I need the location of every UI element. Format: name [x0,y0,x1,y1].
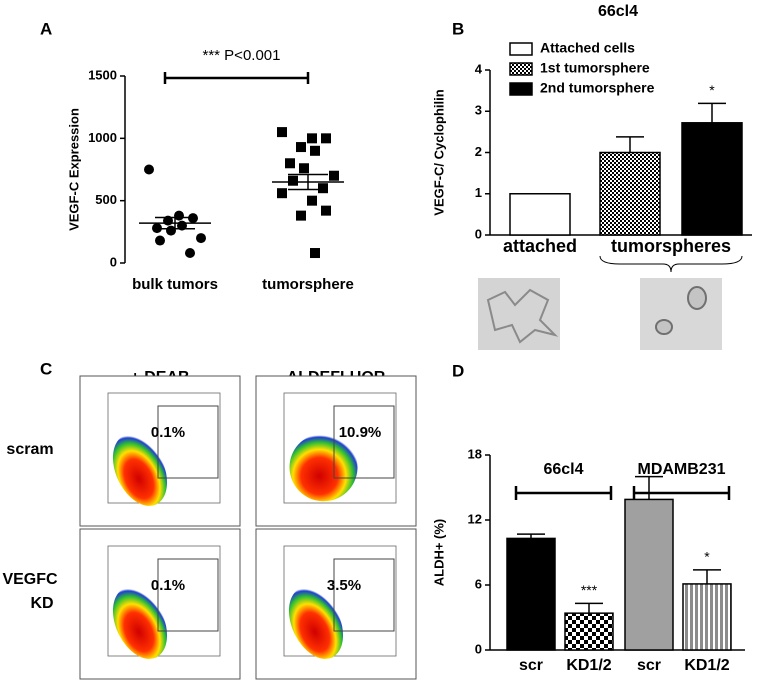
brace [599,255,743,273]
x-group-label: tumorspheres [611,236,731,256]
data-point [321,205,331,216]
legend-swatch [509,82,533,96]
gate [157,405,219,479]
y-tick-label: 0 [475,641,482,656]
plot-frame [255,528,417,680]
annotation: *** P<0.001 [203,47,281,64]
data-point [277,188,287,199]
data-point [296,210,306,221]
y-tick-label: 4 [475,61,483,76]
bar [681,122,743,236]
y-axis-label: VEGF-C/ Cyclophilin [431,89,446,215]
y-tick-label: 1000 [88,130,117,145]
panel-label: C [40,359,52,378]
plot-axes [283,545,397,657]
y-tick-label: 500 [95,192,117,207]
row-label: scram [6,441,53,458]
x-tick-label: KD1/2 [566,657,611,674]
y-axis-label: ALDH+ (%) [431,519,446,587]
bar [506,537,556,651]
data-point [144,164,154,175]
plot-frame [79,528,241,680]
y-tick-label: 12 [468,511,482,526]
gate-percent: 3.5% [327,577,361,594]
y-tick-label: 1 [475,185,482,200]
data-point [288,175,298,186]
legend-swatch [509,62,533,76]
group-label: MDAMB231 [637,461,725,478]
data-point [310,248,320,259]
data-point [277,127,287,138]
row-label: KD [30,595,53,612]
cell-photo [478,278,560,350]
panel-label: A [40,19,52,38]
legend-swatch [509,42,533,56]
bar [624,498,674,651]
data-point [307,195,317,206]
gate [333,558,395,632]
flow-density [288,587,344,659]
flow-density [112,587,168,659]
data-point [155,235,165,246]
bar [599,151,661,236]
x-tick-label: tumorsphere [262,276,354,293]
y-tick-label: 0 [475,226,482,241]
gate [333,405,395,479]
data-point [285,158,295,169]
legend-label: 1st tumorsphere [540,60,650,76]
y-tick-label: 2 [475,144,482,159]
flow-density [289,433,358,502]
flow-density [112,434,168,506]
data-point [307,133,317,144]
plot-axes [283,392,397,504]
significance: *** [581,582,598,598]
data-point [318,183,328,194]
gate-percent: 0.1% [151,577,185,594]
legend-label: Attached cells [540,40,635,56]
plot-axes [107,392,221,504]
cell-photo [640,278,722,350]
x-tick-label: scr [637,657,661,674]
bar [682,583,732,651]
y-tick-label: 6 [475,576,482,591]
gate-percent: 10.9% [339,424,382,441]
gate [157,558,219,632]
gate-percent: 0.1% [151,424,185,441]
significance: * [704,549,710,565]
y-tick-label: 18 [468,446,482,461]
x-tick-label: KD1/2 [684,657,729,674]
data-point [321,133,331,144]
panel-label: D [452,361,464,380]
data-point [196,233,206,244]
data-point [329,170,339,181]
x-group-label: attached [503,236,577,256]
plot-frame [79,375,241,527]
y-tick-label: 0 [110,254,117,269]
chart-title: 66cl4 [598,3,638,20]
legend-label: 2nd tumorsphere [540,80,655,96]
row-label: VEGFC [2,571,58,588]
plot-axes [107,545,221,657]
y-tick-label: 3 [475,103,482,118]
panel-label: B [452,19,464,38]
data-point [185,248,195,259]
bar [564,612,614,651]
significance: * [709,82,715,98]
data-point [310,145,320,156]
bar [509,193,571,236]
x-tick-label: scr [519,657,543,674]
y-tick-label: 1500 [88,67,117,82]
y-axis-label: VEGF-C Expression [66,108,81,231]
x-tick-label: bulk tumors [132,276,218,293]
data-point [296,142,306,153]
data-point [299,163,309,174]
group-label: 66cl4 [543,461,583,478]
